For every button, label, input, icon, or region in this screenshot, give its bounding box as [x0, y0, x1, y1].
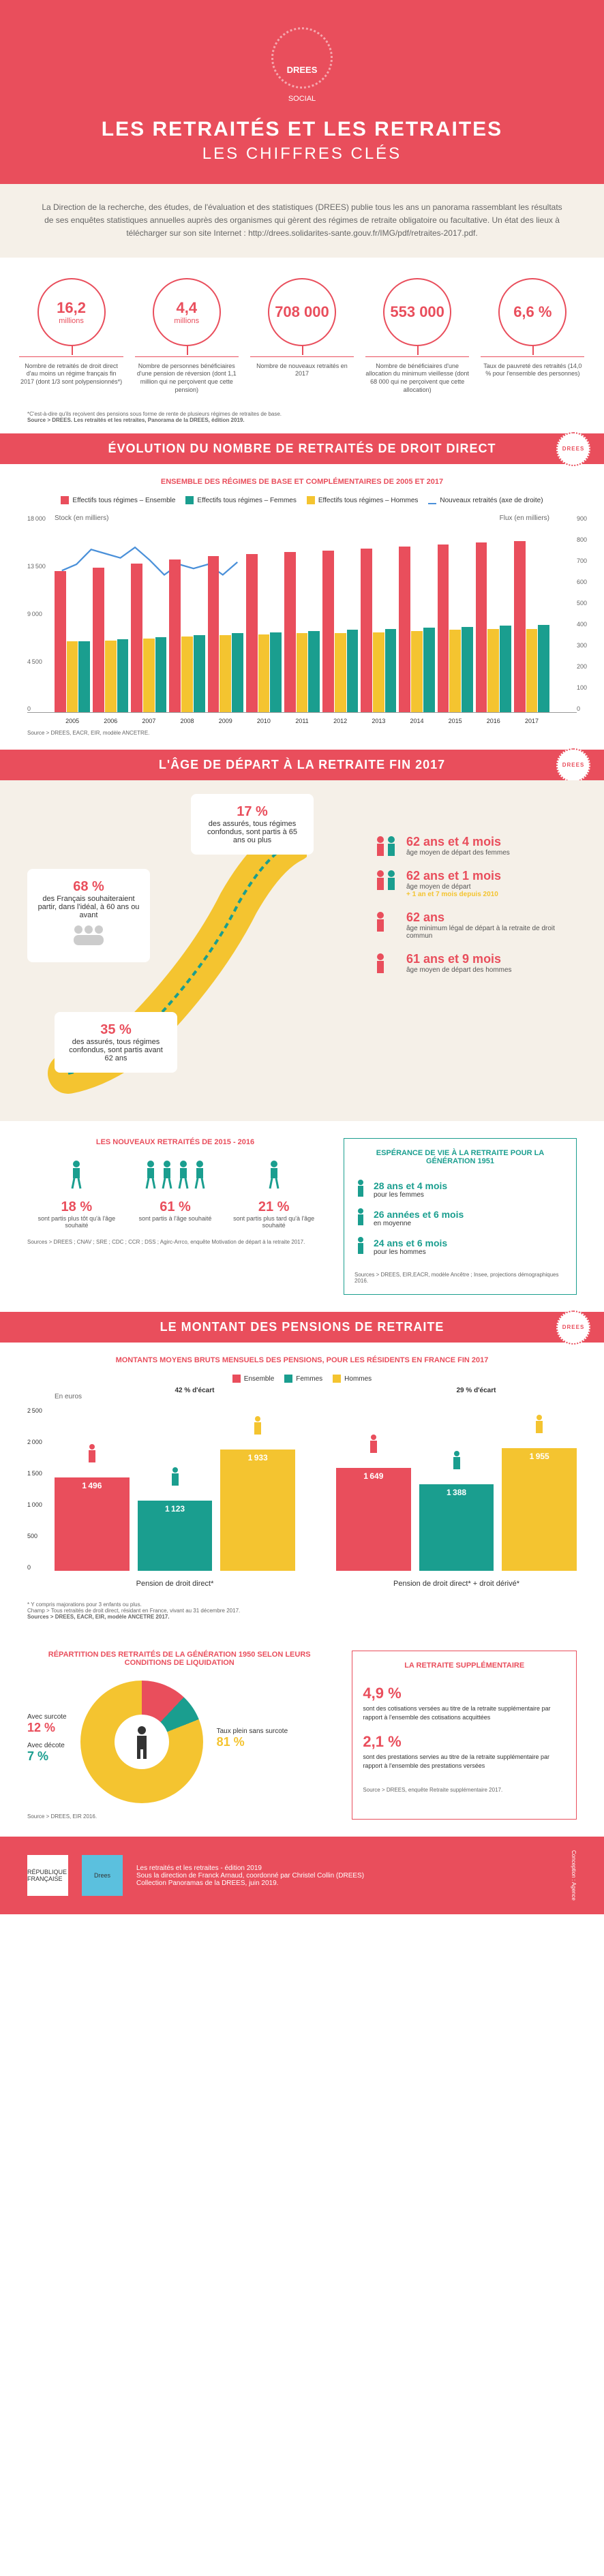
- new-retirees-section: LES NOUVEAUX RETRAITÉS DE 2015 - 2016 18…: [0, 1121, 604, 1312]
- pie-label: Taux plein sans surcote81 %: [217, 1728, 288, 1749]
- evolution-chart: ENSEMBLE DES RÉGIMES DE BASE ET COMPLÉME…: [0, 464, 604, 750]
- age-item: 62 ansâge minimum légal de départ à la r…: [372, 910, 563, 940]
- stat-circle: 4,4millionsNombre de personnes bénéficia…: [135, 278, 239, 395]
- year-group: 2017: [514, 522, 549, 712]
- year-group: 2007: [131, 522, 166, 712]
- header: DREES SOCIAL LES RETRAITÉS ET LES RETRAI…: [0, 0, 604, 184]
- bottom-section: RÉPARTITION DES RETRAITÉS DE LA GÉNÉRATI…: [0, 1634, 604, 1837]
- logo: DREES SOCIAL: [271, 27, 333, 89]
- nr-col: 18 %sont partis plus tôt qu'à l'âge souh…: [27, 1160, 126, 1229]
- pension-bar: 1 388: [419, 1484, 494, 1571]
- year-group: 2009: [208, 522, 243, 712]
- section2-header: L'ÂGE DE DÉPART À LA RETRAITE FIN 2017 D…: [0, 750, 604, 780]
- person-icon: [168, 1467, 182, 1488]
- key-stats: 16,2millionsNombre de retraités de droit…: [0, 258, 604, 408]
- page-title: LES RETRAITÉS ET LES RETRAITES: [14, 118, 590, 141]
- pension-group: 1 6491 3881 955Pension de droit direct* …: [336, 1414, 577, 1571]
- year-group: 2016: [476, 522, 511, 712]
- pension-bar: 1 933: [220, 1450, 295, 1571]
- nr-col: 21 %sont partis plus tard qu'à l'âge sou…: [224, 1160, 323, 1229]
- pie-section: RÉPARTITION DES RETRAITÉS DE LA GÉNÉRATI…: [27, 1651, 331, 1820]
- pie-label: Avec décote7 %: [27, 1742, 67, 1764]
- legend-item: Nouveaux retraités (axe de droite): [428, 496, 543, 504]
- legend-item: Ensemble: [232, 1375, 274, 1383]
- person-icon: [450, 1450, 464, 1472]
- year-group: 2015: [438, 522, 473, 712]
- person-icon: [532, 1414, 546, 1436]
- pension-bar: 1 649: [336, 1468, 411, 1571]
- pie-label: Avec surcote12 %: [27, 1713, 67, 1735]
- stat-circle: 16,2millionsNombre de retraités de droit…: [19, 278, 123, 395]
- legend-item: Hommes: [333, 1375, 372, 1383]
- esp-item: 24 ans et 6 moispour les hommes: [354, 1236, 566, 1257]
- legend-item: Femmes: [284, 1375, 322, 1383]
- pension-bar: 1 955: [502, 1448, 577, 1571]
- age-item: 62 ans et 1 moisâge moyen de départ+ 1 a…: [372, 869, 563, 898]
- year-group: 2014: [399, 522, 434, 712]
- person-icon: [251, 1415, 265, 1437]
- pension-bar: 1 496: [55, 1477, 130, 1571]
- year-group: 2008: [169, 522, 205, 712]
- supplementary-box: LA RETRAITE SUPPLÉMENTAIRE 4,9 %sont des…: [352, 1651, 577, 1820]
- bar-chart: 04 5009 00013 50018 000 0100200300400500…: [27, 522, 577, 713]
- drees-badge-icon: DREES: [556, 432, 590, 466]
- gov-logo: RÉPUBLIQUE FRANÇAISE: [27, 1855, 68, 1896]
- esp-item: 28 ans et 4 moispour les femmes: [354, 1179, 566, 1199]
- nr-col: 61 %sont partis à l'âge souhaité: [126, 1160, 225, 1229]
- age-bubble-35: 35 % des assurés, tous régimes confondus…: [55, 1012, 177, 1073]
- person-icon: [85, 1443, 99, 1465]
- pension-chart: MONTANTS MOYENS BRUTS MENSUELS DES PENSI…: [0, 1343, 604, 1634]
- intro-text: La Direction de la recherche, des études…: [0, 184, 604, 258]
- year-group: 2006: [93, 522, 128, 712]
- footer: RÉPUBLIQUE FRANÇAISE Drees Les retraités…: [0, 1837, 604, 1914]
- stat-circle: 553 000Nombre de bénéficiaires d'une all…: [365, 278, 469, 395]
- footnote: *C'est-à-dire qu'ils reçoivent des pensi…: [0, 408, 604, 433]
- supp-item: 4,9 %sont des cotisations versées au tit…: [363, 1683, 566, 1721]
- age-bubble-17: 17 % des assurés, tous régimes confondus…: [191, 794, 314, 855]
- page-subtitle: LES CHIFFRES CLÉS: [14, 144, 590, 164]
- person-icon: [354, 1208, 367, 1228]
- year-group: 2013: [361, 522, 396, 712]
- walking-person-icon: [27, 1160, 126, 1194]
- supp-item: 2,1 %sont des prestations servies au tit…: [363, 1732, 566, 1770]
- people-icon: [68, 923, 109, 950]
- person-icon: [354, 1179, 367, 1199]
- year-group: 2010: [246, 522, 282, 712]
- section1-header: ÉVOLUTION DU NOMBRE DE RETRAITÉS DE DROI…: [0, 433, 604, 464]
- drees-badge-icon: DREES: [556, 748, 590, 782]
- legend-item: Effectifs tous régimes – Ensemble: [61, 496, 175, 504]
- person-icon: [115, 1715, 169, 1769]
- year-group: 2005: [55, 522, 90, 712]
- stat-circle: 708 000Nombre de nouveaux retraités en 2…: [250, 278, 354, 395]
- year-group: 2011: [284, 522, 320, 712]
- year-group: 2012: [322, 522, 358, 712]
- legend-item: Effectifs tous régimes – Femmes: [185, 496, 296, 504]
- age-item: 61 ans et 9 moisâge moyen de départ des …: [372, 952, 563, 974]
- legend-item: Effectifs tous régimes – Hommes: [307, 496, 419, 504]
- pension-bar: 1 123: [138, 1501, 213, 1571]
- person-icon: [367, 1434, 380, 1456]
- person-icon: [354, 1236, 367, 1257]
- age-section: 17 % des assurés, tous régimes confondus…: [0, 780, 604, 1121]
- pie-chart: [80, 1681, 203, 1803]
- section4-header: LE MONTANT DES PENSIONS DE RETRAITE DREE…: [0, 1312, 604, 1343]
- age-item: 62 ans et 4 moisâge moyen de départ des …: [372, 835, 563, 857]
- chart-legend: Effectifs tous régimes – Ensemble Effecti…: [27, 496, 577, 504]
- pension-group: 1 4961 1231 933Pension de droit direct*4…: [55, 1414, 295, 1571]
- age-bubble-68: 68 % des Français souhaiteraient partir,…: [27, 869, 150, 962]
- walking-person-icon: [126, 1160, 225, 1194]
- life-expectancy-box: ESPÉRANCE DE VIE À LA RETRAITE POUR LA G…: [344, 1138, 577, 1295]
- drees-badge-icon: DREES: [556, 1310, 590, 1345]
- stat-circle: 6,6 %Taux de pauvreté des retraités (14,…: [481, 278, 584, 395]
- drees-logo: Drees: [82, 1855, 123, 1896]
- walking-person-icon: [224, 1160, 323, 1194]
- esp-item: 26 années et 6 moisen moyenne: [354, 1208, 566, 1228]
